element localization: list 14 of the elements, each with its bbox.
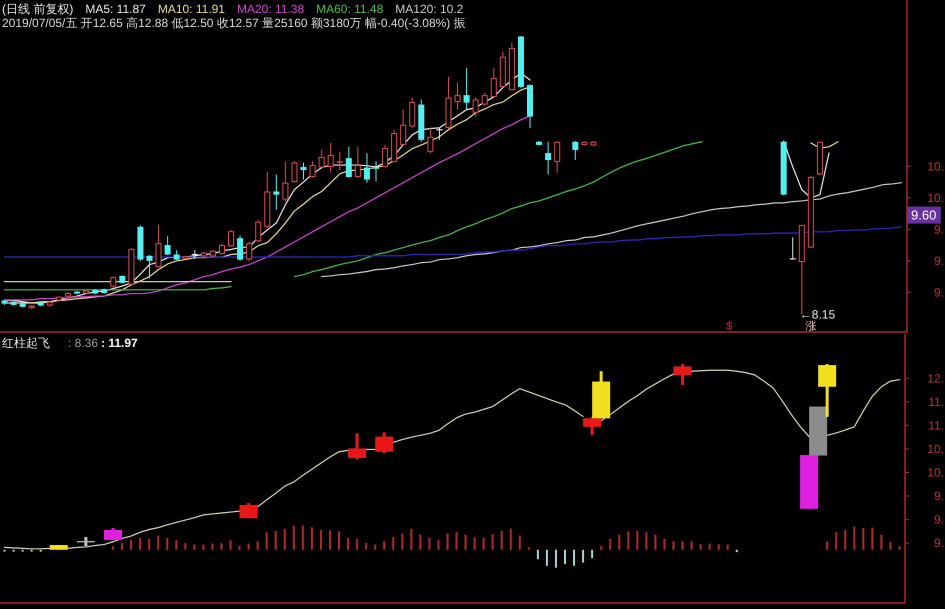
legend: MA20: 11.38 — [236, 2, 304, 16]
note: : 8.36 — [68, 336, 98, 350]
note: : 11.97 — [101, 336, 138, 350]
title: 红柱起飞 — [2, 336, 50, 350]
subtitle: 2019/07/05/五 开12.65 高12.88 低12.50 收12.57 量25160 额3180万 幅-0.40(-3.08%) 振 — [2, 16, 466, 30]
marker: $ — [726, 320, 732, 332]
annotation: ←8.15 — [800, 307, 836, 322]
legend: MA120: 10.2 — [395, 2, 464, 16]
marker: 涨 — [805, 320, 816, 332]
legend: MA10: 11.91 — [158, 2, 225, 16]
legend: MA5: 11.87 — [85, 2, 146, 16]
title: (日线 前复权) — [2, 2, 74, 16]
legend: MA60: 11.48 — [316, 2, 384, 16]
annotation: 9.60 — [911, 208, 936, 223]
